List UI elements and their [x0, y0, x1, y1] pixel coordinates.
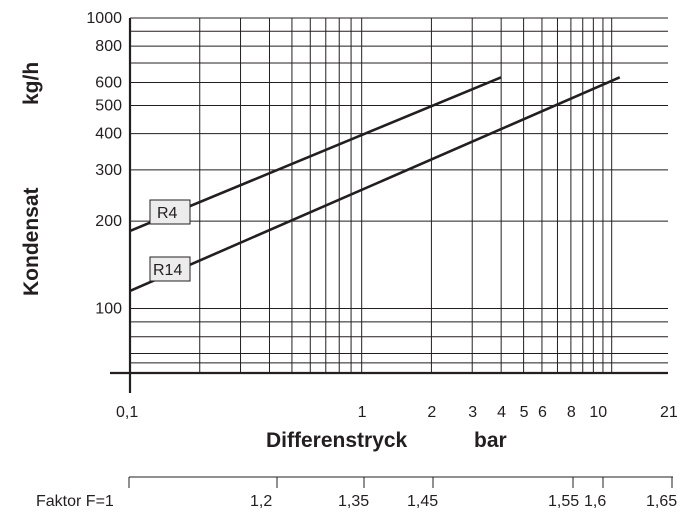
factor-scale: Faktor F=1 1,2 1,35 1,45 1,55 1,6 1,65 — [36, 476, 677, 510]
factor-tick-label: 1,65 — [646, 493, 677, 510]
x-tick-label: 10 — [589, 404, 607, 421]
tick-labels: 0,1 1 2 3 4 5 6 8 10 21 100 200 300 400 500 600 800 1000 — [86, 10, 677, 421]
x-axis-unit: bar — [474, 429, 507, 452]
gridlines — [130, 17, 668, 373]
x-tick-label: 2 — [427, 404, 436, 421]
series-label-r4: R4 — [149, 199, 191, 225]
y-axis-unit: kg/h — [20, 62, 43, 105]
factor-tick-label: 1,2 — [250, 493, 272, 510]
x-tick-label: 21 — [660, 404, 678, 421]
x-axis-title: Differenstryck — [266, 429, 408, 452]
factor-tick-label: Faktor F=1 — [36, 493, 114, 510]
series-label-r14-text: R14 — [153, 262, 182, 279]
factor-tick-label: 1,55 — [548, 493, 579, 510]
y-tick-label: 400 — [95, 126, 122, 143]
y-tick-label: 800 — [95, 38, 122, 55]
x-tick-label: 3 — [468, 404, 477, 421]
axes — [110, 18, 668, 393]
factor-tick-label: 1,6 — [584, 493, 606, 510]
x-tick-label: 6 — [538, 404, 547, 421]
factor-tick-label: 1,45 — [407, 493, 438, 510]
x-tick-label: 1 — [358, 404, 367, 421]
y-tick-label: 1000 — [86, 10, 122, 27]
series-label-r4-text: R4 — [157, 205, 178, 222]
x-tick-label: 0,1 — [116, 404, 138, 421]
y-tick-label: 100 — [95, 301, 122, 318]
y-tick-label: 500 — [95, 97, 122, 114]
factor-tick-label: 1,35 — [338, 493, 369, 510]
series-line-r14 — [129, 76, 621, 293]
x-tick-label: 8 — [567, 404, 576, 421]
y-tick-label: 600 — [95, 74, 122, 91]
x-tick-label: 4 — [497, 404, 506, 421]
series-lines — [129, 76, 621, 293]
x-tick-label: 5 — [520, 404, 529, 421]
y-axis-title: Kondensat — [20, 187, 43, 296]
series-label-r14: R14 — [149, 256, 191, 282]
y-tick-label: 200 — [95, 213, 122, 230]
series-line-r4 — [129, 76, 502, 233]
y-tick-label: 300 — [95, 162, 122, 179]
